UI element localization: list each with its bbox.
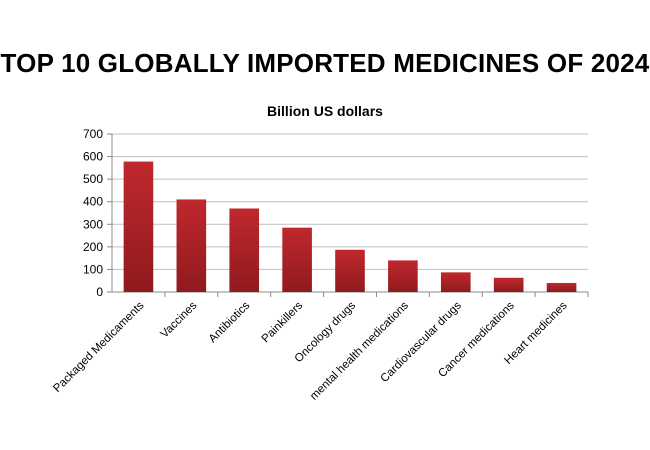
- chart-title: TOP 10 GLOBALLY IMPORTED MEDICINES OF 20…: [0, 48, 650, 78]
- y-tick-label: 300: [83, 217, 103, 231]
- y-tick-label: 500: [83, 172, 103, 186]
- x-category-label: mental health medications: [308, 299, 411, 402]
- bar-antibiotics: [229, 208, 260, 292]
- y-tick-label: 700: [83, 127, 103, 141]
- bar-oncology-drugs: [335, 249, 365, 292]
- chart-subtitle: Billion US dollars: [267, 103, 383, 119]
- bars: [123, 161, 577, 292]
- bar-mental-health-medications: [388, 260, 418, 292]
- bar-vaccines: [176, 199, 207, 292]
- y-tick-labels: 0 100 200 300 400 500 600 700: [83, 127, 103, 299]
- y-tick-label: 600: [83, 150, 103, 164]
- bar-cardiovascular-drugs: [440, 272, 471, 292]
- x-category-label: Vaccines: [159, 299, 200, 340]
- y-tick-label: 400: [83, 195, 103, 209]
- x-category-label: Painkillers: [260, 299, 306, 345]
- x-category-labels: Packaged Medicaments Vaccines Antibiotics P…: [51, 299, 570, 402]
- bar-heart-medicines: [546, 282, 577, 292]
- bar-cancer-medications: [493, 277, 524, 292]
- x-category-label: Antibiotics: [207, 299, 253, 345]
- y-tick-label: 0: [96, 285, 103, 299]
- bar-painkillers: [282, 227, 312, 292]
- bar-packaged-medicaments: [123, 161, 154, 292]
- x-category-label: Packaged Medicaments: [51, 299, 146, 394]
- y-tick-label: 200: [83, 240, 103, 254]
- y-tick-label: 100: [83, 262, 103, 276]
